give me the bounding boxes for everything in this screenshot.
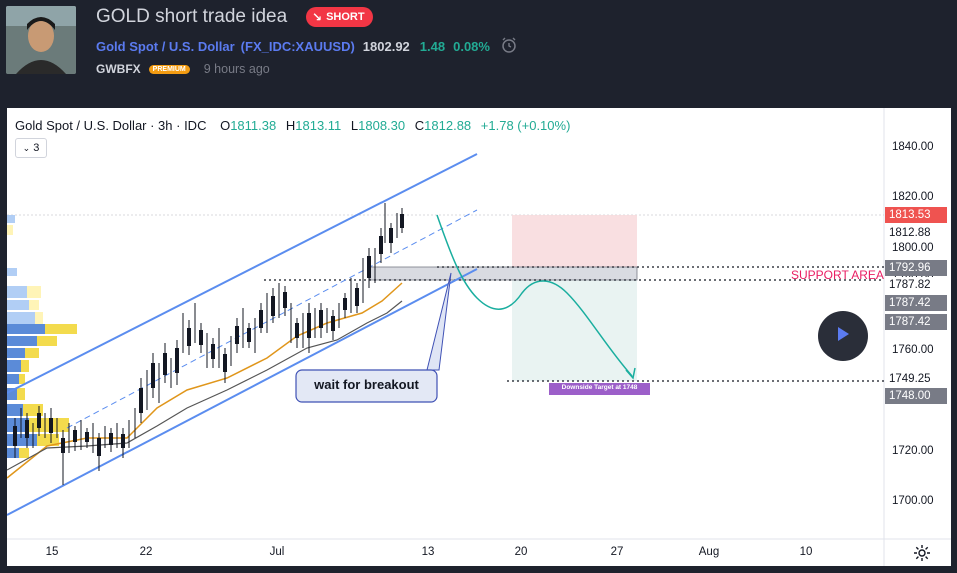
alarm-clock-icon[interactable] — [500, 36, 518, 57]
price-label: 1787.42 — [885, 314, 947, 330]
target-label: Downside Target at 1748 — [561, 384, 638, 391]
candlesticks — [13, 203, 404, 485]
target-label-bg — [549, 383, 650, 395]
x-axis-tick: Aug — [698, 546, 720, 558]
y-axis-tick: 1760.00 — [892, 344, 934, 356]
idea-title: GOLD short trade idea — [96, 6, 288, 27]
arrow-down-right-icon: ↘ — [312, 10, 323, 24]
volume-profile — [7, 215, 77, 458]
legend-open: 1811.38 — [230, 118, 277, 133]
price-label: 1749.25 — [885, 371, 947, 387]
price-label: 1787.42 — [885, 295, 947, 311]
y-axis-tick: 1820.00 — [892, 191, 934, 203]
premium-badge: PREMIUM — [148, 64, 190, 74]
indicators-toggle[interactable]: ⌄ 3 — [15, 138, 47, 158]
price-label: 1748.00 — [885, 388, 947, 404]
indicators-count: 3 — [33, 142, 40, 154]
y-axis-tick: 1700.00 — [892, 495, 934, 507]
price-change: 1.48 — [419, 38, 446, 54]
chart-panel[interactable]: Gold Spot / U.S. Dollar · 3h · IDC O1811… — [7, 108, 951, 566]
x-axis-tick: 15 — [45, 546, 59, 558]
idea-header: GOLD short trade idea ↘ SHORT Gold Spot … — [0, 0, 957, 108]
current-price: 1802.92 — [362, 38, 410, 54]
publish-time: 9 hours ago — [203, 62, 270, 76]
short-badge-label: SHORT — [326, 11, 365, 23]
x-axis-tick: 13 — [421, 546, 435, 558]
symbol-link[interactable]: Gold Spot / U.S. Dollar — [96, 38, 235, 54]
price-label: 1812.88 — [885, 225, 947, 241]
chart-legend: Gold Spot / U.S. Dollar · 3h · IDC O1811… — [15, 118, 570, 133]
y-axis-tick: 1840.00 — [892, 141, 934, 153]
legend-l-label: L — [350, 118, 359, 133]
chart-canvas[interactable] — [7, 108, 951, 566]
legend-c-label: C — [414, 118, 425, 133]
take-profit-zone — [512, 280, 637, 381]
x-axis-tick: 27 — [610, 546, 624, 558]
gear-icon[interactable] — [913, 544, 931, 562]
symbol-row: Gold Spot / U.S. Dollar (FX_IDC:XAUUSD) … — [96, 36, 518, 56]
callout-box — [295, 369, 438, 403]
legend-low: 1808.30 — [358, 118, 406, 133]
legend-o-label: O — [220, 118, 231, 133]
support-area-label: SUPPORT AREA — [791, 268, 884, 282]
legend-change: +1.78 (+0.10%) — [480, 118, 571, 133]
callout-text: wait for breakout — [314, 377, 419, 392]
legend-close: 1812.88 — [424, 118, 472, 133]
legend-symbol[interactable]: Gold Spot / U.S. Dollar · 3h · IDC — [15, 118, 207, 133]
play-button[interactable] — [818, 311, 868, 361]
author-avatar[interactable] — [6, 6, 76, 74]
y-axis-tick: 1720.00 — [892, 445, 934, 457]
x-axis-tick: 20 — [514, 546, 528, 558]
x-axis-tick: Jul — [269, 546, 285, 558]
legend-high: 1813.11 — [295, 118, 342, 133]
chevron-down-icon: ⌄ — [22, 142, 31, 153]
price-label: 1787.82 — [885, 277, 947, 293]
author-row: GWBFX PREMIUM 9 hours ago — [96, 60, 270, 78]
y-axis-tick: 1800.00 — [892, 242, 934, 254]
play-icon — [834, 325, 852, 348]
x-axis-tick: 10 — [799, 546, 813, 558]
price-change-percent: 0.08% — [453, 38, 490, 54]
price-label: 1813.53 — [885, 207, 947, 223]
price-label: 1792.96 — [885, 260, 947, 276]
ticker-link[interactable]: (FX_IDC:XAUUSD) — [240, 38, 355, 54]
x-axis-tick: 22 — [139, 546, 153, 558]
author-name[interactable]: GWBFX — [96, 62, 141, 76]
legend-h-label: H — [285, 118, 296, 133]
support-rectangle — [369, 266, 638, 281]
short-badge: ↘ SHORT — [306, 7, 373, 27]
